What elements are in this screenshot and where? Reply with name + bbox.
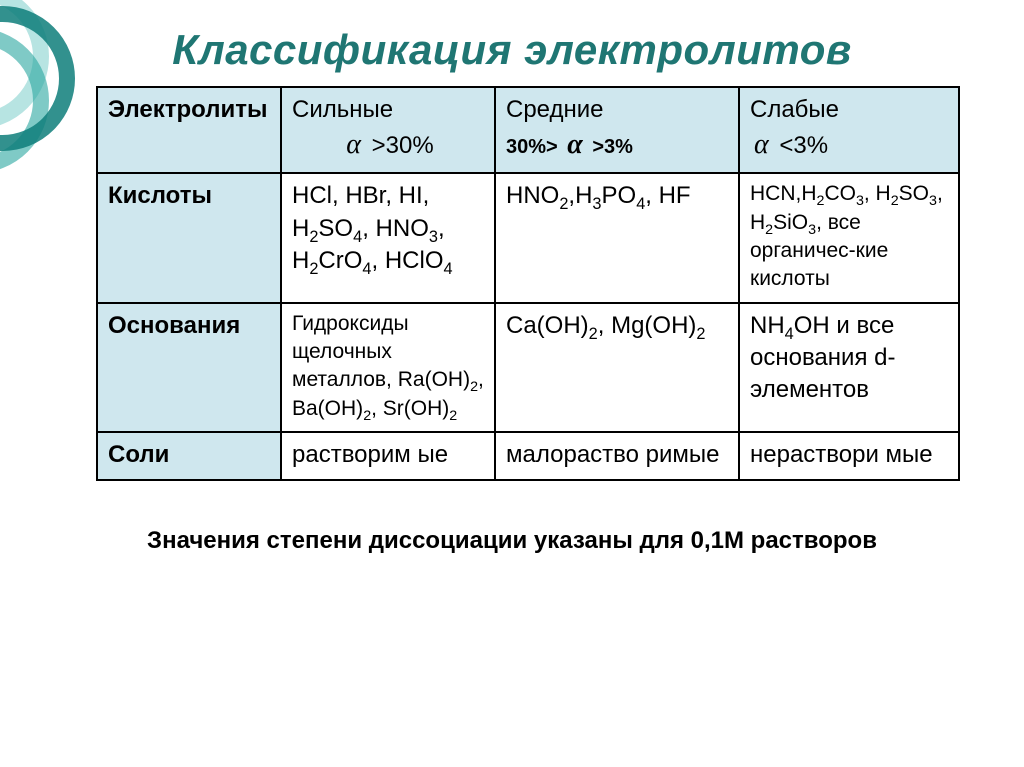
header-electrolytes: Электролиты [97,87,281,173]
text: >3% [587,136,633,158]
cell-bases-strong: Гидроксиды щелочных металлов, Ra(OH)2, B… [281,303,495,432]
header-medium: Средние 30%> α >3% [495,87,739,173]
alpha-symbol: α [563,129,587,160]
table-header-row: Электролиты Сильные α >30% Средние 30%> … [97,87,959,173]
header-weak-threshold: α <3% [750,126,948,164]
cell-salts-medium: малораство римые [495,432,739,480]
cell-acids-strong: HCl, HBr, HI, H2SO4, HNO3, H2CrO4, HClO4 [281,173,495,302]
alpha-symbol: α [750,129,773,160]
header-strong-threshold: α >30% [292,126,484,164]
table-row-bases: Основания Гидроксиды щелочных металлов, … [97,303,959,432]
alpha-symbol: α [342,129,365,160]
header-strong-label: Сильные [292,94,484,126]
text: >30% [365,132,434,159]
ring-icon [0,6,75,151]
classification-table: Электролиты Сильные α >30% Средние 30%> … [96,86,960,481]
header-weak-label: Слабые [750,94,948,126]
row-label-acids: Кислоты [97,173,281,302]
cell-bases-medium: Ca(OH)2, Mg(OH)2 [495,303,739,432]
classification-table-wrap: Электролиты Сильные α >30% Средние 30%> … [96,86,960,481]
page-title: Классификация электролитов [0,0,1024,74]
text: 30%> [506,136,563,158]
text: <3% [773,132,828,159]
header-strong: Сильные α >30% [281,87,495,173]
cell-salts-weak: нераствори мые [739,432,959,480]
table-row-salts: Соли растворим ые малораство римые нерас… [97,432,959,480]
footnote: Значения степени диссоциации указаны для… [0,527,1024,555]
row-label-salts: Соли [97,432,281,480]
row-label-bases: Основания [97,303,281,432]
header-medium-threshold: 30%> α >3% [506,126,728,164]
cell-salts-strong: растворим ые [281,432,495,480]
cell-acids-medium: HNO2,H3PO4, HF [495,173,739,302]
cell-bases-weak: NH4OH и все основания d-элементов [739,303,959,432]
table-row-acids: Кислоты HCl, HBr, HI, H2SO4, HNO3, H2CrO… [97,173,959,302]
corner-rings-decor [0,6,75,151]
header-medium-label: Средние [506,94,728,126]
cell-acids-weak: HCN,H2CO3, H2SO3, H2SiO3, все органичес-… [739,173,959,302]
header-weak: Слабые α <3% [739,87,959,173]
